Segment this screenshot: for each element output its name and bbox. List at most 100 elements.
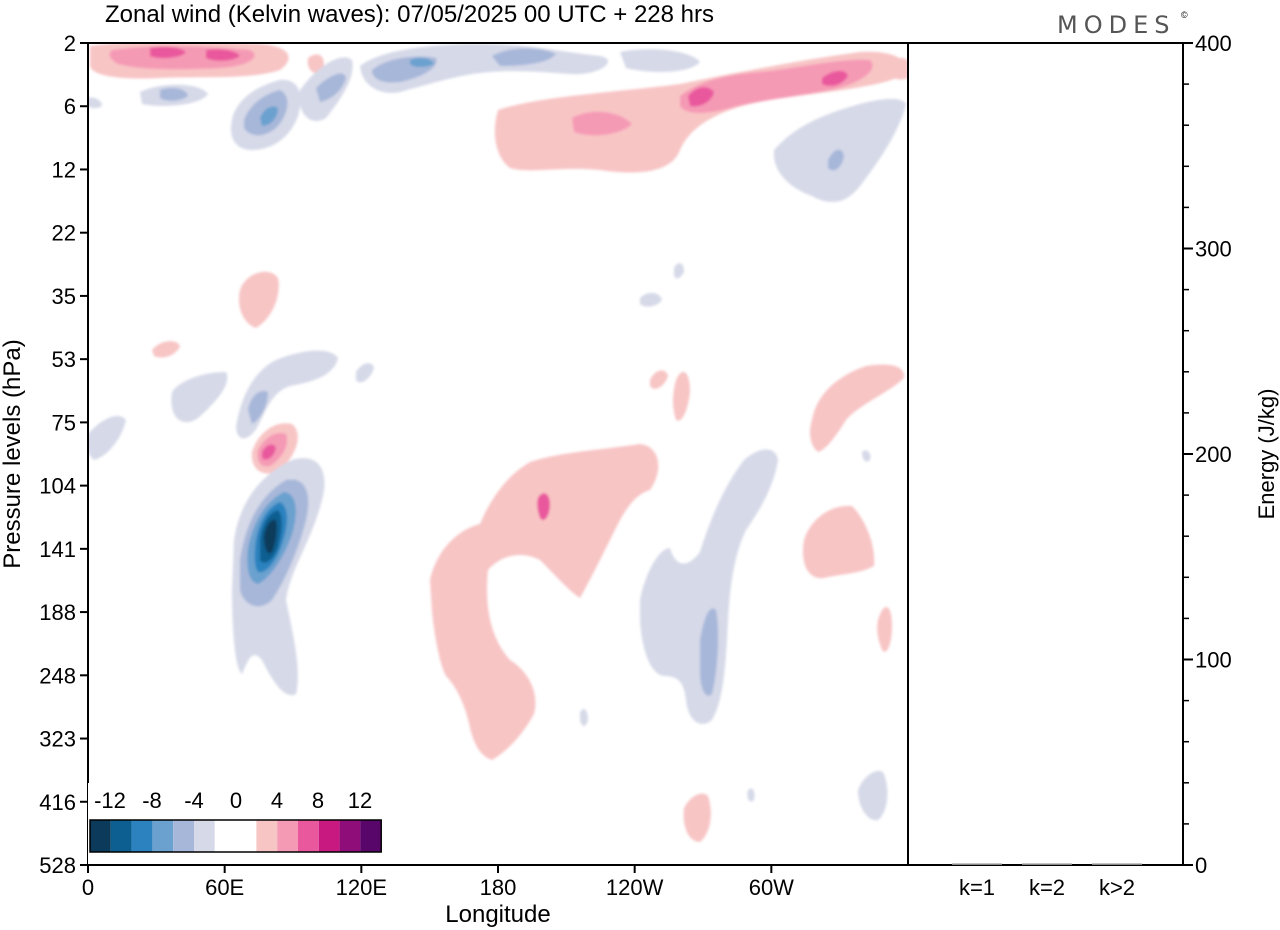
contour-negative bbox=[700, 608, 719, 696]
energy-bar bbox=[1092, 863, 1142, 865]
contour-negative bbox=[580, 709, 588, 726]
y-tick-label: 22 bbox=[52, 221, 76, 246]
contour-positive bbox=[307, 54, 324, 74]
chart-title: Zonal wind (Kelvin waves): 07/05/2025 00… bbox=[105, 1, 714, 28]
contour-positive bbox=[262, 444, 276, 460]
y-tick-label: 53 bbox=[52, 347, 76, 372]
colorbar-cell bbox=[131, 820, 153, 852]
y-tick-label: 2 bbox=[64, 31, 76, 56]
contour-positive bbox=[888, 57, 908, 80]
colorbar-labels: -12 -8 -4 0 4 8 12 bbox=[94, 788, 372, 813]
energy-category-label: k>2 bbox=[1099, 875, 1135, 900]
colorbar-label: -12 bbox=[94, 788, 126, 813]
contour-negative bbox=[316, 73, 346, 102]
contour-negative bbox=[88, 97, 102, 109]
y-tick-label: 104 bbox=[39, 474, 76, 499]
contour-positive bbox=[822, 70, 848, 86]
energy-y-tick-label: 400 bbox=[1195, 31, 1232, 56]
modes-logo: MODES bbox=[1057, 11, 1175, 39]
x-tick-label: 60W bbox=[749, 875, 794, 900]
contour-negative bbox=[492, 48, 556, 66]
contour-negative bbox=[828, 149, 844, 171]
contour-negative bbox=[674, 263, 684, 279]
contour-negative bbox=[160, 88, 188, 101]
y-tick-label: 528 bbox=[39, 853, 76, 878]
energy-bar bbox=[952, 863, 1002, 865]
x-tick-label: 120E bbox=[336, 875, 387, 900]
x-axis: 0 60E 120E 180 120W 60W bbox=[82, 865, 794, 900]
y-axis-label: Pressure levels (hPa) bbox=[0, 339, 26, 568]
x-tick-label: 0 bbox=[82, 875, 94, 900]
colorbar-label: -4 bbox=[184, 788, 204, 813]
y-tick-label: 188 bbox=[39, 600, 76, 625]
contour-negative bbox=[620, 49, 700, 72]
colorbar-cell bbox=[360, 820, 382, 852]
y-tick-label: 141 bbox=[39, 537, 76, 562]
energy-y-tick-label: 200 bbox=[1195, 442, 1232, 467]
energy-bar bbox=[1022, 863, 1072, 865]
contour-negative bbox=[640, 292, 662, 307]
colorbar-cell bbox=[298, 820, 319, 852]
colorbar-cell bbox=[152, 820, 174, 852]
x-tick-label: 180 bbox=[480, 875, 517, 900]
contour-positive bbox=[680, 59, 873, 113]
contour-positive bbox=[673, 371, 690, 421]
colorbar-label: 4 bbox=[271, 788, 283, 813]
contour-negative bbox=[88, 416, 126, 460]
energy-y-tick-label: 100 bbox=[1195, 648, 1232, 673]
energy-y-tick-label: 0 bbox=[1195, 853, 1207, 878]
contour-negative bbox=[171, 372, 228, 423]
y-tick-label: 248 bbox=[39, 663, 76, 688]
colorbar-cells bbox=[89, 819, 382, 853]
contour-positive bbox=[430, 444, 659, 760]
logo-mark: © bbox=[1181, 10, 1188, 20]
energy-bars bbox=[952, 863, 1142, 865]
energy-panel: 0 100 200 300 400 k=1 k=2 k>2 Energy (J/kg) bbox=[907, 31, 1279, 900]
colorbar-label: 0 bbox=[230, 788, 242, 813]
colorbar-label: 8 bbox=[312, 788, 324, 813]
y-tick-label: 75 bbox=[52, 410, 76, 435]
x-tick-label: 120W bbox=[606, 875, 664, 900]
energy-x-ticks: k=1 k=2 k>2 bbox=[959, 875, 1135, 900]
contour-positive bbox=[572, 111, 632, 136]
x-tick-label: 60E bbox=[205, 875, 244, 900]
contour-positive bbox=[810, 364, 905, 452]
energy-category-label: k=2 bbox=[1029, 875, 1065, 900]
y-tick-label: 323 bbox=[39, 727, 76, 752]
contour-positive bbox=[802, 505, 875, 579]
colorbar-cell bbox=[339, 820, 361, 852]
contour-negative bbox=[260, 106, 278, 126]
energy-frame bbox=[907, 42, 1184, 866]
colorbar-legend: -12 -8 -4 0 4 8 12 bbox=[88, 783, 385, 864]
colorbar-cell bbox=[214, 820, 236, 852]
contour-negative bbox=[862, 450, 871, 462]
colorbar-cell bbox=[235, 820, 257, 852]
contour-negative bbox=[356, 363, 374, 383]
contour-plot-panel bbox=[87, 42, 909, 866]
contour-fields bbox=[88, 43, 908, 864]
colorbar-cell bbox=[173, 820, 194, 852]
contour-positive bbox=[877, 607, 892, 652]
energy-y-ticks: 0 100 200 300 400 bbox=[1183, 31, 1232, 878]
contour-positive bbox=[650, 370, 668, 389]
contour-negative bbox=[858, 770, 888, 821]
energy-y-axis-label: Energy (J/kg) bbox=[1254, 389, 1279, 520]
contour-negative bbox=[640, 449, 778, 724]
contour-positive bbox=[150, 46, 186, 59]
energy-category-label: k=1 bbox=[959, 875, 995, 900]
colorbar-cell bbox=[194, 820, 215, 852]
colorbar-cell bbox=[277, 820, 298, 852]
contour-negative bbox=[248, 390, 268, 424]
colorbar-cell bbox=[90, 820, 111, 852]
colorbar-frame bbox=[89, 819, 382, 853]
colorbar-cell bbox=[110, 820, 132, 852]
y-tick-label: 12 bbox=[52, 157, 76, 182]
contour-positive bbox=[537, 493, 550, 521]
colorbar-label: -8 bbox=[142, 788, 162, 813]
y-tick-label: 6 bbox=[64, 94, 76, 119]
contour-positive bbox=[688, 87, 714, 107]
energy-y-tick-label: 300 bbox=[1195, 237, 1232, 262]
y-tick-label: 35 bbox=[52, 284, 76, 309]
colorbar-cell bbox=[256, 820, 278, 852]
